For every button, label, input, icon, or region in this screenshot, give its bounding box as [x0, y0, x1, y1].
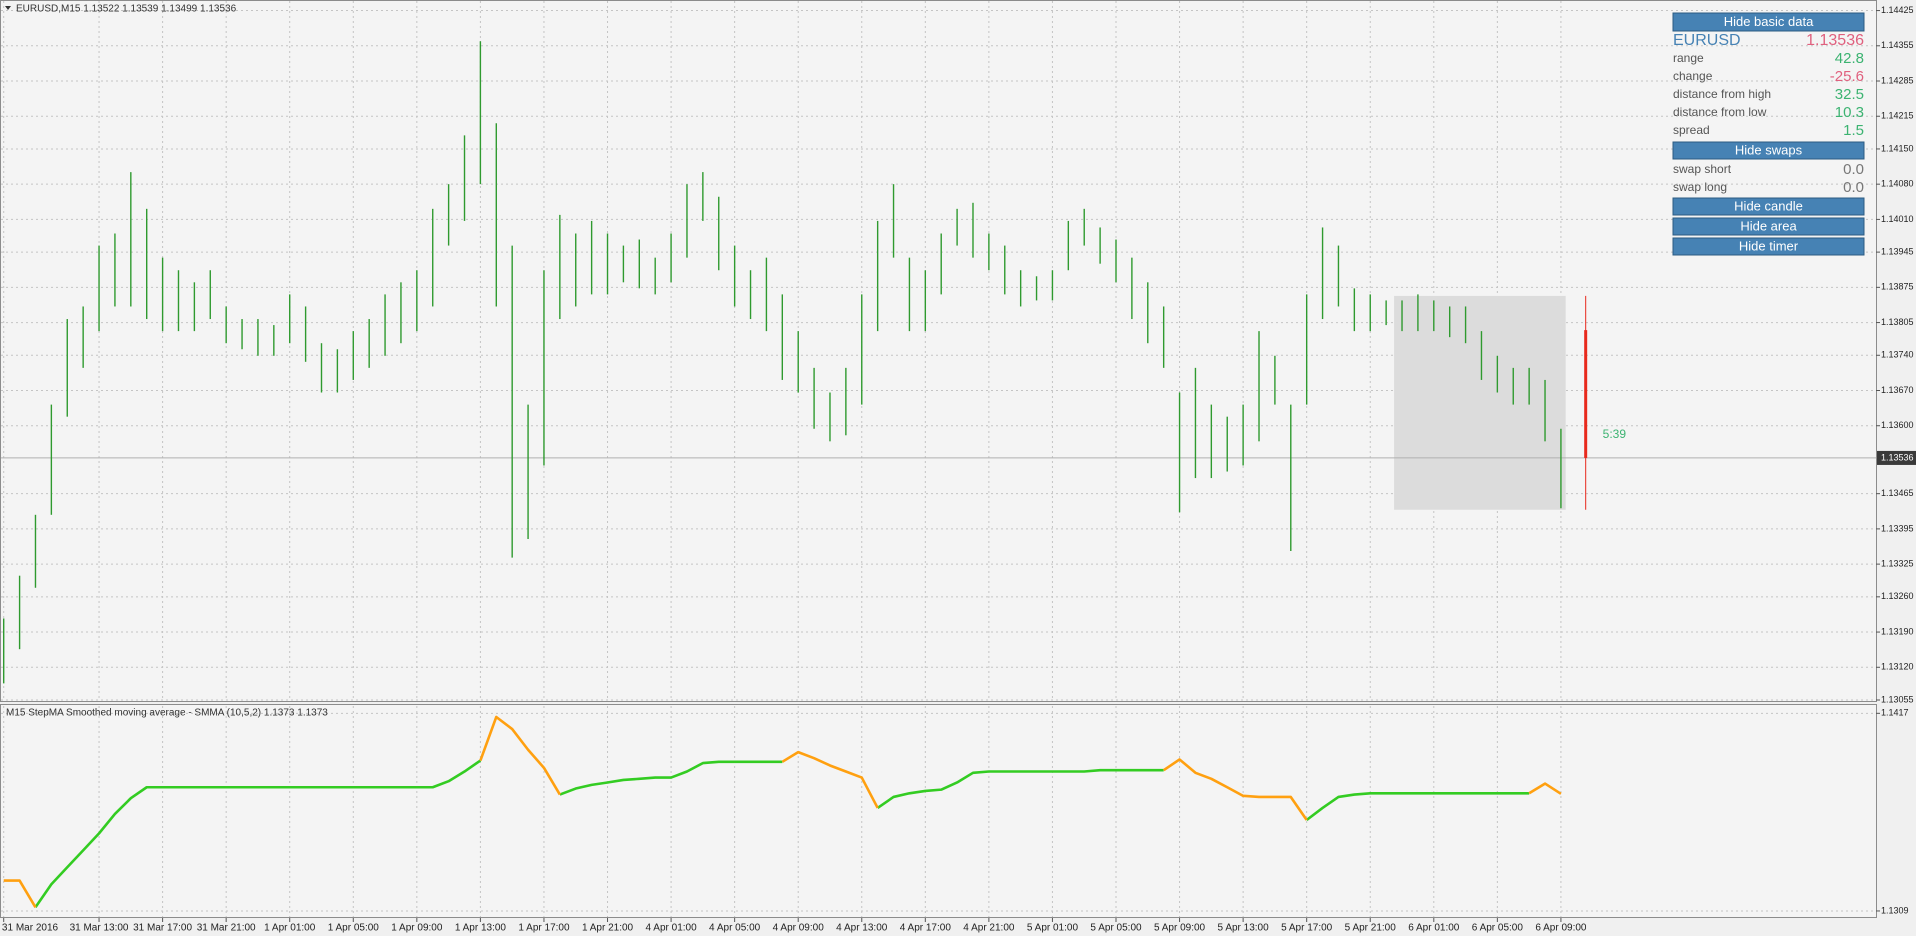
- indicator-title: M15 StepMA Smoothed moving average - SMM…: [6, 708, 328, 719]
- row-label: swap short: [1673, 162, 1732, 176]
- y-tick-label: 1.1309: [1881, 905, 1909, 915]
- y-tick-label: 1.14425: [1881, 5, 1914, 15]
- y-tick-label: 1.13600: [1881, 420, 1914, 430]
- marks-layer: [1, 41, 1876, 909]
- button[interactable]: Hide timer: [1672, 237, 1865, 256]
- indicator-line: [34, 759, 1530, 909]
- x-tick-label: 1 Apr 01:00: [264, 923, 316, 934]
- x-tick-label: 6 Apr 09:00: [1535, 923, 1587, 934]
- symbol: EURUSD: [1673, 32, 1741, 49]
- y-tick-label: 1.13190: [1881, 626, 1914, 636]
- y-tick-label: 1.13805: [1881, 317, 1914, 327]
- timer: 5:39: [1603, 427, 1627, 441]
- row-value: 1.5: [1843, 122, 1864, 139]
- x-tick-label: 5 Apr 05:00: [1090, 923, 1142, 934]
- button-face[interactable]: [1672, 237, 1865, 256]
- x-tick-label: 4 Apr 09:00: [773, 923, 825, 934]
- row-label: change: [1673, 69, 1713, 83]
- bid: 1.13536: [1806, 32, 1864, 49]
- current-price-tag: [1877, 450, 1916, 465]
- current-price-label: 1.13536: [1881, 452, 1914, 462]
- indicator-panel: [0, 704, 1877, 918]
- y-tick-label: 1.14285: [1881, 75, 1914, 85]
- x-tick-label: 31 Mar 13:00: [70, 923, 129, 934]
- x-tick-label: 4 Apr 17:00: [900, 923, 952, 934]
- chart-title: EURUSD,M15 1.13522 1.13539 1.13499 1.135…: [16, 4, 237, 15]
- x-tick-label: 4 Apr 05:00: [709, 923, 761, 934]
- collapse-arrow: [5, 6, 11, 10]
- row-value: 0.0: [1843, 179, 1864, 196]
- y-tick-label: 1.13055: [1881, 694, 1914, 704]
- y-tick-label: 1.13325: [1881, 558, 1914, 568]
- row-value: 0.0: [1843, 161, 1864, 178]
- x-tick-label: 1 Apr 21:00: [582, 923, 634, 934]
- row-value: 10.3: [1835, 104, 1864, 121]
- y-tick-label: 1.13395: [1881, 523, 1914, 533]
- row-value: 32.5: [1835, 86, 1864, 103]
- y-tick-label: 1.1417: [1881, 708, 1909, 718]
- y-tick-label: 1.14355: [1881, 40, 1914, 50]
- row-label: swap long: [1673, 180, 1727, 194]
- x-tick-label: 5 Apr 01:00: [1027, 923, 1079, 934]
- y-tick-label: 1.13740: [1881, 350, 1914, 360]
- y-tick-label: 1.13260: [1881, 591, 1914, 601]
- row-label: range: [1673, 51, 1704, 65]
- y-tick-label: 1.13670: [1881, 385, 1914, 395]
- x-tick-label: 4 Apr 21:00: [963, 923, 1015, 934]
- indicator-line: [3, 715, 1562, 908]
- row-label: distance from high: [1673, 87, 1771, 101]
- y-tick-label: 1.13875: [1881, 282, 1914, 292]
- info-panel: Hide basic data EURUSD 1.13536 range 42.…: [1672, 12, 1865, 256]
- y-tick-label: 1.13945: [1881, 246, 1914, 256]
- button-face[interactable]: [1672, 197, 1865, 216]
- x-tick-label: 6 Apr 05:00: [1472, 923, 1524, 934]
- x-tick-label: 4 Apr 01:00: [646, 923, 698, 934]
- x-tick-label: 6 Apr 01:00: [1408, 923, 1460, 934]
- y-tick-label: 1.14215: [1881, 111, 1914, 121]
- x-tick-label: 1 Apr 13:00: [455, 923, 507, 934]
- button[interactable]: Hide candle: [1672, 197, 1865, 216]
- row-label: distance from low: [1673, 105, 1767, 119]
- button-label[interactable]: Hide basic data: [1724, 14, 1814, 29]
- x-tick-label: 4 Apr 13:00: [836, 923, 888, 934]
- x-tick-label: 5 Apr 09:00: [1154, 923, 1206, 934]
- y-tick-label: 1.14080: [1881, 179, 1914, 189]
- button-label[interactable]: Hide timer: [1739, 238, 1799, 253]
- row-label: spread: [1673, 123, 1710, 137]
- row-value: -25.6: [1830, 68, 1864, 85]
- y-tick-label: 1.14150: [1881, 143, 1914, 153]
- x-tick-label: 1 Apr 17:00: [518, 923, 570, 934]
- button-face[interactable]: [1672, 141, 1865, 160]
- button-face[interactable]: [1672, 12, 1865, 32]
- y-tick-label: 1.13465: [1881, 488, 1914, 498]
- candle-body: [1584, 330, 1588, 458]
- row-value: 42.8: [1835, 50, 1864, 67]
- x-tick-label: 31 Mar 17:00: [133, 923, 192, 934]
- button-label[interactable]: Hide candle: [1734, 198, 1803, 213]
- x-tick-label: 31 Mar 2016: [2, 923, 59, 934]
- button[interactable]: Hide swaps: [1672, 141, 1865, 160]
- range-area: [1394, 295, 1566, 510]
- button-label[interactable]: Hide swaps: [1735, 142, 1803, 157]
- x-tick-label: 1 Apr 09:00: [391, 923, 443, 934]
- y-tick-label: 1.14010: [1881, 214, 1914, 224]
- y-tick-label: 1.13120: [1881, 662, 1914, 672]
- x-tick-label: 1 Apr 05:00: [328, 923, 380, 934]
- button[interactable]: Hide area: [1672, 217, 1865, 236]
- x-tick-label: 5 Apr 21:00: [1345, 923, 1397, 934]
- x-tick-label: 31 Mar 21:00: [197, 923, 256, 934]
- button-label[interactable]: Hide area: [1740, 218, 1797, 233]
- button-face[interactable]: [1672, 217, 1865, 236]
- x-tick-label: 5 Apr 17:00: [1281, 923, 1333, 934]
- button[interactable]: Hide basic data: [1672, 12, 1865, 32]
- x-tick-label: 5 Apr 13:00: [1218, 923, 1270, 934]
